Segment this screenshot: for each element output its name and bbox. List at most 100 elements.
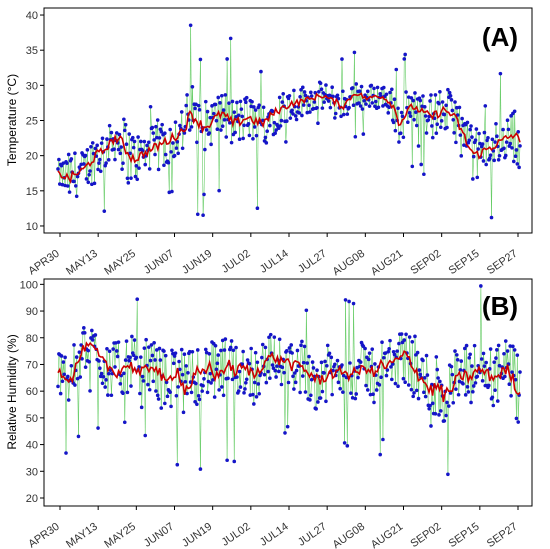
raw-point [89, 144, 93, 149]
raw-segment [187, 353, 190, 373]
raw-point [261, 105, 266, 110]
raw-point [255, 360, 260, 365]
raw-segment [159, 348, 161, 361]
raw-point [138, 139, 143, 144]
raw-point [92, 181, 97, 186]
raw-point [119, 145, 124, 149]
raw-point [150, 125, 155, 130]
raw-point [388, 90, 392, 95]
raw-segment [204, 101, 207, 150]
raw-point [401, 376, 406, 381]
raw-point [475, 175, 480, 180]
raw-segment [411, 100, 414, 167]
raw-point [210, 104, 214, 108]
raw-point [347, 105, 351, 110]
raw-point [384, 373, 389, 378]
raw-segment [325, 365, 328, 402]
raw-point [133, 174, 138, 179]
raw-segment [494, 123, 497, 143]
raw-segment [128, 134, 130, 183]
raw-segment [217, 355, 220, 390]
raw-point [471, 177, 475, 181]
raw-segment [157, 120, 159, 170]
raw-point [103, 385, 107, 389]
raw-point [479, 357, 484, 361]
raw-point [418, 372, 423, 377]
raw-point [80, 356, 84, 361]
raw-point [56, 384, 60, 389]
raw-point [436, 376, 440, 380]
raw-segment [281, 367, 283, 385]
raw-point [330, 85, 334, 90]
raw-point [311, 106, 316, 111]
raw-segment [498, 345, 500, 366]
raw-point [483, 104, 488, 108]
raw-segment [202, 194, 205, 216]
raw-point [183, 379, 188, 384]
raw-segment [297, 350, 299, 367]
raw-point [302, 344, 307, 349]
raw-point [151, 379, 156, 384]
raw-point [415, 350, 420, 355]
raw-point [98, 366, 102, 371]
raw-point [97, 161, 101, 165]
raw-segment [301, 341, 304, 377]
raw-segment [114, 342, 117, 367]
raw-point [378, 452, 383, 457]
raw-point [152, 340, 156, 345]
raw-point [220, 124, 225, 128]
raw-point [288, 116, 293, 120]
raw-point [424, 131, 429, 135]
raw-point [247, 361, 252, 366]
raw-point [88, 169, 92, 173]
raw-point [309, 94, 314, 98]
raw-segment [161, 350, 164, 377]
raw-point [486, 135, 490, 140]
raw-point [118, 381, 123, 386]
raw-point [100, 381, 105, 386]
x-tick-label: JUN19 [180, 248, 214, 277]
raw-segment [470, 126, 473, 138]
raw-segment [63, 163, 65, 178]
raw-point [277, 337, 282, 342]
panel-a-y-axis-label: Temperature (°C) [5, 74, 19, 166]
raw-point [197, 108, 202, 112]
raw-point [295, 348, 300, 353]
raw-point [353, 396, 358, 401]
raw-point [425, 373, 430, 377]
raw-point [69, 364, 74, 368]
raw-segment [494, 358, 497, 391]
raw-point [393, 381, 398, 386]
raw-segment [391, 89, 394, 121]
raw-point [72, 179, 76, 184]
raw-point [298, 94, 302, 99]
raw-point [335, 358, 340, 363]
raw-point [196, 103, 201, 108]
raw-point [138, 355, 143, 359]
raw-point [181, 410, 186, 415]
raw-segment [470, 366, 473, 403]
raw-point [291, 112, 295, 116]
raw-point [404, 332, 408, 337]
panel-b-x-ticks: APR30 MAY13 MAY25 JUN07 JUN19 JUL02 JUL14 JUL27… [26, 506, 520, 549]
raw-point [325, 343, 330, 348]
raw-point [77, 350, 82, 354]
y-tick-label: 40 [26, 440, 38, 452]
raw-point [472, 343, 477, 348]
raw-point [507, 382, 512, 387]
raw-point [399, 110, 404, 115]
raw-segment [373, 88, 376, 107]
y-tick-label: 15 [26, 186, 38, 198]
raw-point [505, 118, 510, 123]
raw-point [262, 372, 267, 377]
x-tick-label: SEP15 [447, 521, 482, 549]
y-tick-label: 30 [26, 466, 38, 478]
raw-point [147, 387, 152, 392]
raw-point [491, 403, 496, 408]
raw-point [76, 434, 81, 439]
raw-point [309, 90, 313, 95]
raw-point [222, 118, 227, 122]
raw-point [336, 380, 341, 385]
raw-segment [448, 365, 450, 407]
raw-point [135, 297, 140, 302]
